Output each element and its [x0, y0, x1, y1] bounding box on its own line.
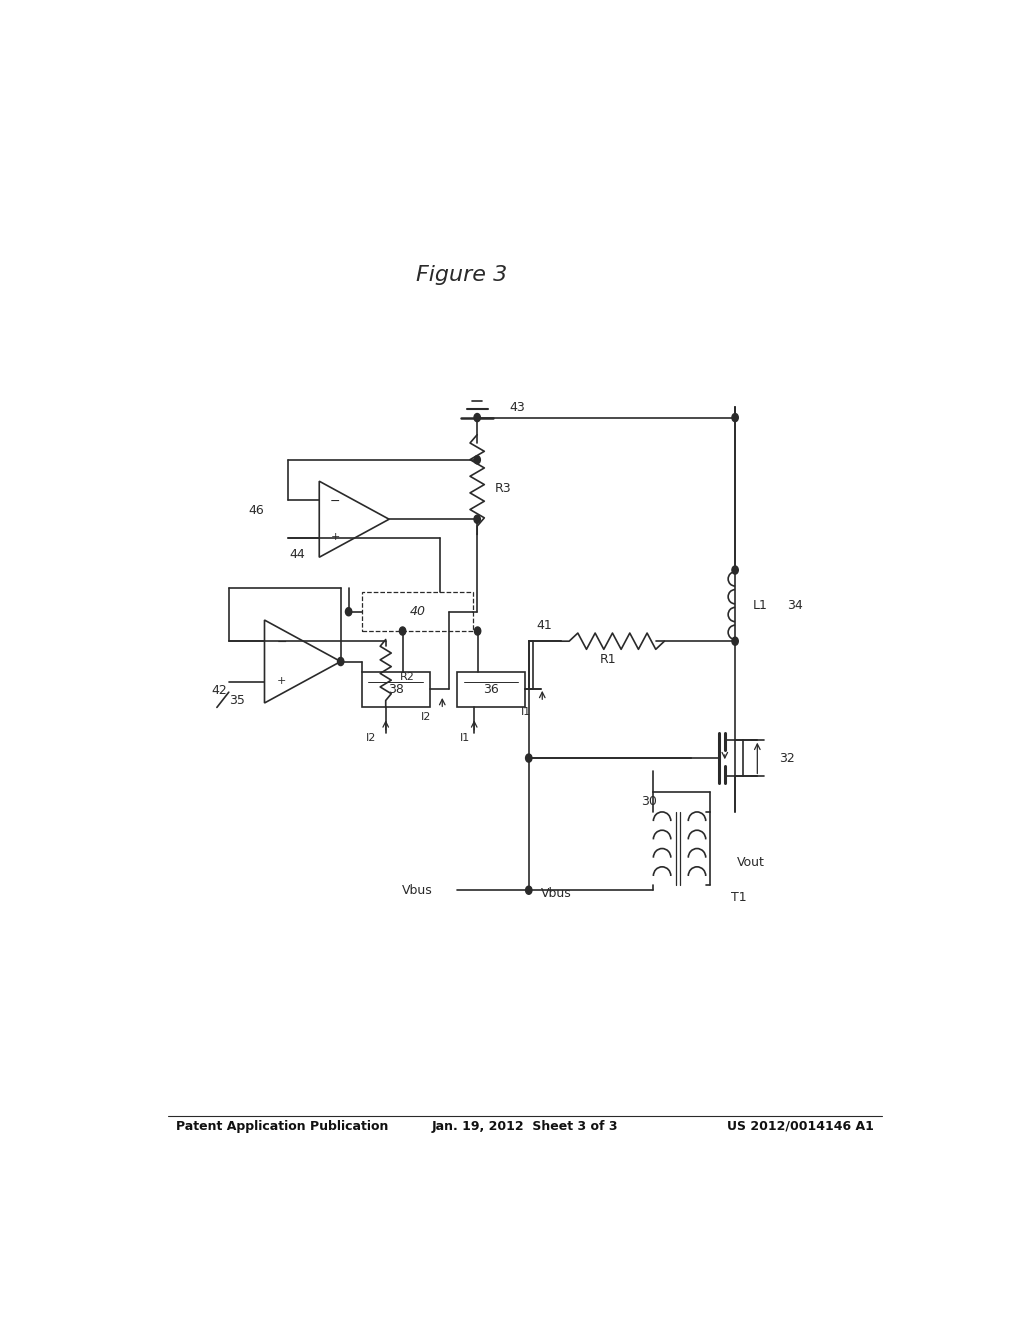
Text: Patent Application Publication: Patent Application Publication — [176, 1119, 388, 1133]
Text: 41: 41 — [537, 619, 553, 632]
Text: R3: R3 — [495, 482, 511, 495]
Circle shape — [474, 455, 480, 463]
Text: 38: 38 — [388, 682, 403, 696]
Text: −: − — [330, 495, 340, 508]
Text: 42: 42 — [211, 684, 226, 697]
Text: I1: I1 — [460, 733, 470, 743]
Circle shape — [732, 638, 738, 645]
Bar — [362, 593, 473, 631]
Bar — [362, 672, 430, 708]
Circle shape — [345, 607, 352, 615]
Text: +: + — [276, 676, 287, 686]
Circle shape — [732, 413, 738, 421]
Text: I2: I2 — [421, 713, 431, 722]
Text: I1: I1 — [521, 708, 531, 717]
Circle shape — [732, 566, 738, 574]
Text: Vbus: Vbus — [541, 887, 571, 900]
Text: 40: 40 — [410, 605, 426, 618]
Text: Jan. 19, 2012  Sheet 3 of 3: Jan. 19, 2012 Sheet 3 of 3 — [431, 1119, 618, 1133]
Text: US 2012/0014146 A1: US 2012/0014146 A1 — [727, 1119, 873, 1133]
Text: −: − — [276, 635, 287, 648]
Text: Figure 3: Figure 3 — [416, 265, 507, 285]
Text: 32: 32 — [779, 751, 795, 764]
Circle shape — [338, 657, 344, 665]
Circle shape — [399, 627, 406, 635]
Text: R2: R2 — [400, 672, 415, 681]
Circle shape — [474, 413, 480, 421]
Text: 46: 46 — [249, 504, 264, 516]
Text: 30: 30 — [641, 795, 657, 808]
Text: L1: L1 — [753, 599, 767, 612]
Circle shape — [474, 515, 480, 523]
Text: 35: 35 — [229, 694, 246, 708]
Bar — [458, 672, 524, 708]
Text: 43: 43 — [509, 401, 524, 414]
Text: R1: R1 — [600, 653, 616, 667]
Text: 34: 34 — [786, 599, 803, 612]
Text: I2: I2 — [367, 733, 377, 743]
Circle shape — [525, 754, 531, 762]
Circle shape — [525, 886, 531, 894]
Text: 44: 44 — [290, 549, 305, 561]
Circle shape — [474, 627, 480, 635]
Text: Vout: Vout — [736, 857, 765, 870]
Text: 36: 36 — [483, 682, 499, 696]
Text: +: + — [331, 532, 340, 543]
Text: Vbus: Vbus — [402, 883, 433, 896]
Text: T1: T1 — [731, 891, 746, 904]
